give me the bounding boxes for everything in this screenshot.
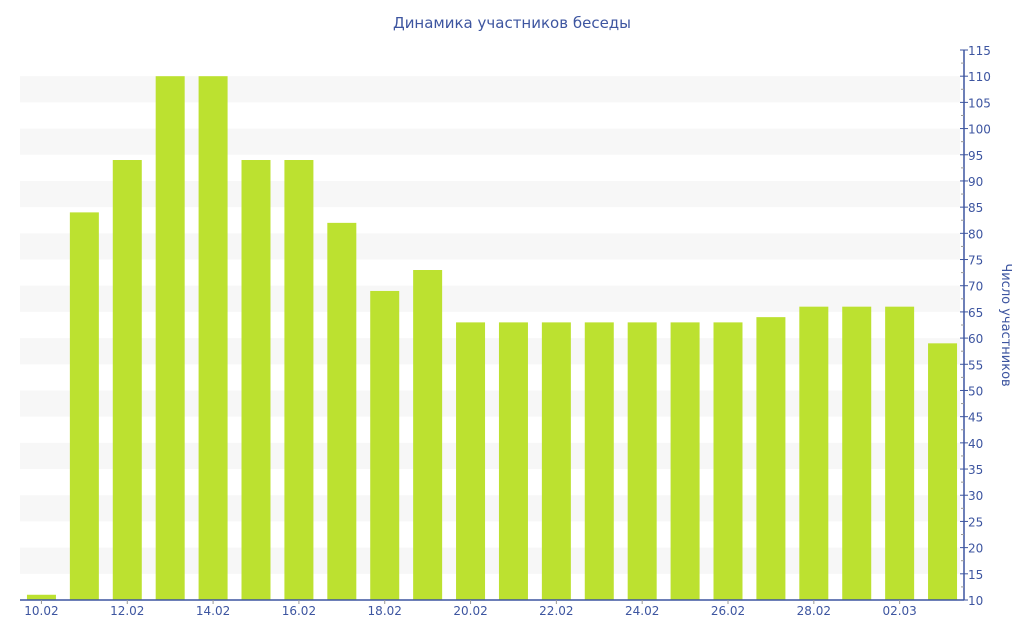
bar-11.02: [69, 212, 99, 600]
chart-title: Динамика участников беседы: [393, 14, 631, 32]
y-tick-label: 100: [968, 123, 991, 137]
x-tick-label: 20.02: [453, 604, 487, 618]
bar-18.02: [370, 290, 400, 600]
x-tick-label: 14.02: [196, 604, 230, 618]
x-tick-label: 18.02: [368, 604, 402, 618]
bar-27.02: [756, 317, 786, 600]
bar-12.02: [112, 160, 142, 600]
x-tick-label: 12.02: [110, 604, 144, 618]
y-tick-label: 10: [968, 594, 983, 608]
y-tick-label: 30: [968, 489, 983, 503]
bar-26.02: [713, 322, 743, 600]
bar-10.02: [26, 594, 56, 600]
y-tick-label: 115: [968, 44, 991, 58]
y-tick-label: 110: [968, 70, 991, 84]
bar-16.02: [284, 160, 314, 600]
bar-01.03: [842, 306, 872, 600]
y-tick-label: 85: [968, 201, 983, 215]
bar-17.02: [327, 222, 357, 600]
y-tick-label: 65: [968, 306, 983, 320]
bar-24.02: [627, 322, 657, 600]
y-tick-label: 15: [968, 568, 983, 582]
bar-19.02: [413, 270, 443, 600]
x-tick-label: 24.02: [625, 604, 659, 618]
y-tick-label: 25: [968, 515, 983, 529]
y-axis-label: Число участников: [998, 263, 1013, 386]
y-tick-label: 20: [968, 542, 983, 556]
bar-23.02: [584, 322, 614, 600]
bar-28.02: [799, 306, 829, 600]
bar-20.02: [456, 322, 486, 600]
y-tick-label: 95: [968, 149, 983, 163]
y-tick-label: 45: [968, 411, 983, 425]
x-tick-label: 28.02: [797, 604, 831, 618]
y-tick-label: 40: [968, 437, 983, 451]
x-tick-label: 26.02: [711, 604, 745, 618]
y-tick-label: 70: [968, 280, 983, 294]
x-tick-label: 16.02: [282, 604, 316, 618]
y-tick-label: 90: [968, 175, 983, 189]
bar-15.02: [241, 160, 271, 600]
x-tick-label: 22.02: [539, 604, 573, 618]
bar-25.02: [670, 322, 700, 600]
x-tick-label: 10.02: [24, 604, 58, 618]
y-tick-label: 55: [968, 358, 983, 372]
bar-02.03: [885, 306, 915, 600]
y-tick-label: 60: [968, 332, 983, 346]
y-tick-label: 105: [968, 96, 991, 110]
bar-21.02: [498, 322, 528, 600]
bar-22.02: [541, 322, 571, 600]
bar-14.02: [198, 76, 228, 600]
bar-13.02: [155, 76, 185, 600]
y-tick-label: 50: [968, 384, 983, 398]
bar-03.03: [928, 343, 958, 600]
y-tick-label: 75: [968, 254, 983, 268]
y-tick-label: 80: [968, 227, 983, 241]
y-tick-label: 35: [968, 463, 983, 477]
x-tick-label: 02.03: [882, 604, 916, 618]
